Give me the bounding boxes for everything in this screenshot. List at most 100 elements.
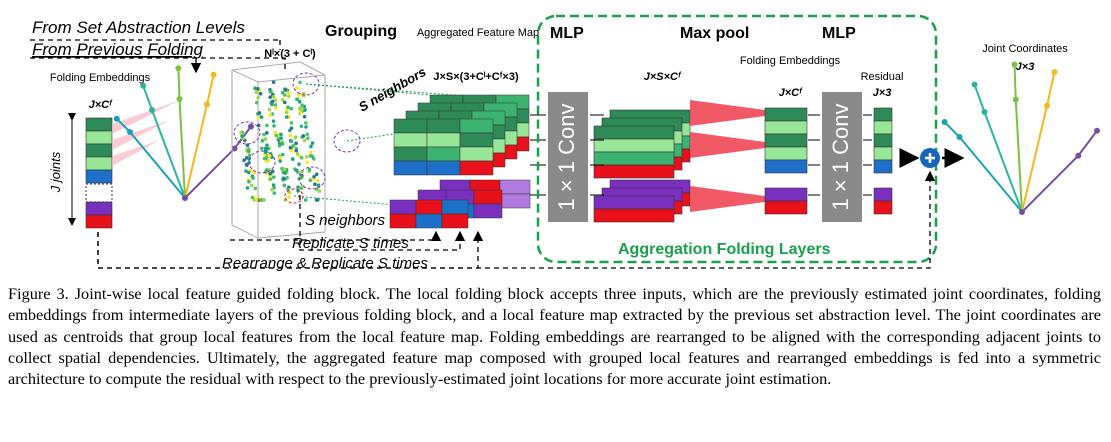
point: [286, 105, 290, 109]
point: [279, 136, 283, 140]
skeleton: [1021, 71, 1056, 213]
point: [297, 162, 301, 167]
pool-fan: [690, 100, 765, 126]
pool-block: [593, 151, 675, 166]
point: [317, 189, 322, 193]
point: [305, 132, 310, 137]
point: [268, 113, 272, 118]
point: [273, 130, 277, 135]
joint: [210, 71, 217, 78]
point: [247, 153, 252, 158]
joint: [1012, 96, 1019, 103]
point: [289, 106, 294, 111]
point: [302, 108, 307, 112]
group-ring: [248, 150, 276, 174]
label: Joint Coordinates: [982, 43, 1068, 55]
pool-block: [593, 125, 675, 140]
point: [294, 168, 299, 173]
pool-fan: [690, 186, 765, 212]
point: [246, 170, 251, 175]
point: [304, 125, 308, 129]
fan: [112, 120, 170, 150]
point: [291, 143, 296, 148]
joint: [113, 115, 120, 122]
label: Folding Embeddings: [50, 72, 151, 84]
embedding-block: [85, 156, 113, 171]
point: [301, 134, 306, 138]
conv-label: 1 × 1 Conv: [828, 103, 853, 210]
label: Folding Embeddings: [740, 55, 841, 67]
point: [265, 131, 269, 135]
feature-cell: [459, 132, 494, 148]
feature-cell: [393, 118, 428, 134]
joint: [1075, 152, 1082, 159]
point: [287, 91, 291, 95]
point: [280, 166, 284, 171]
point: [308, 150, 313, 155]
point: [296, 185, 300, 189]
skeleton: [1021, 130, 1098, 213]
point: [242, 158, 246, 163]
point: [271, 183, 276, 187]
point: [280, 97, 285, 102]
label: MLP: [822, 25, 856, 42]
conv-bar: [822, 92, 862, 222]
feature-cell: [441, 213, 469, 229]
embedding-block: [764, 200, 808, 215]
point: [299, 175, 303, 180]
point: [271, 80, 276, 84]
embedding-block: [85, 143, 113, 158]
point: [309, 154, 313, 158]
point: [294, 86, 299, 90]
point: [299, 124, 304, 129]
group-ring: [284, 188, 304, 204]
feature-cell: [426, 146, 461, 162]
dots-box: [85, 183, 113, 203]
point: [251, 176, 255, 180]
point: [270, 169, 275, 174]
point: [253, 86, 257, 91]
point: [274, 106, 278, 110]
joint: [1044, 102, 1050, 109]
point: [289, 121, 294, 125]
point: [245, 163, 249, 167]
point: [286, 94, 291, 99]
label: J joints: [48, 151, 63, 193]
point: [313, 182, 317, 186]
point: [247, 179, 251, 184]
point: [249, 183, 254, 188]
point: [262, 132, 266, 137]
point: [257, 111, 262, 115]
point: [250, 195, 255, 200]
joint: [175, 65, 182, 72]
point: [282, 167, 287, 171]
label: Nˡ×(3 + Cˡ): [264, 48, 316, 60]
feature-cell: [459, 118, 494, 134]
label: J×3: [1016, 61, 1035, 73]
pool-block: [593, 164, 675, 179]
pool-block: [593, 208, 675, 223]
feature-cell: [499, 193, 531, 209]
label: MLP: [550, 25, 584, 42]
point: [314, 187, 319, 191]
point: [302, 138, 307, 143]
skeleton: [116, 118, 186, 199]
point: [288, 133, 293, 138]
label: Grouping: [325, 23, 397, 40]
point: [256, 123, 261, 128]
joint: [1094, 127, 1100, 134]
point: [314, 198, 319, 202]
caption: Figure 3. Joint-wise local feature guide…: [8, 284, 1101, 389]
skeleton: [943, 121, 1023, 213]
point: [300, 170, 304, 174]
point: [298, 80, 302, 85]
joint: [204, 101, 210, 108]
fan: [112, 100, 180, 134]
point: [289, 126, 294, 131]
point: [267, 153, 272, 158]
point: [266, 158, 271, 163]
point: [287, 195, 291, 199]
label: J×3: [873, 87, 892, 99]
point: [270, 102, 274, 107]
joint: [971, 81, 978, 88]
